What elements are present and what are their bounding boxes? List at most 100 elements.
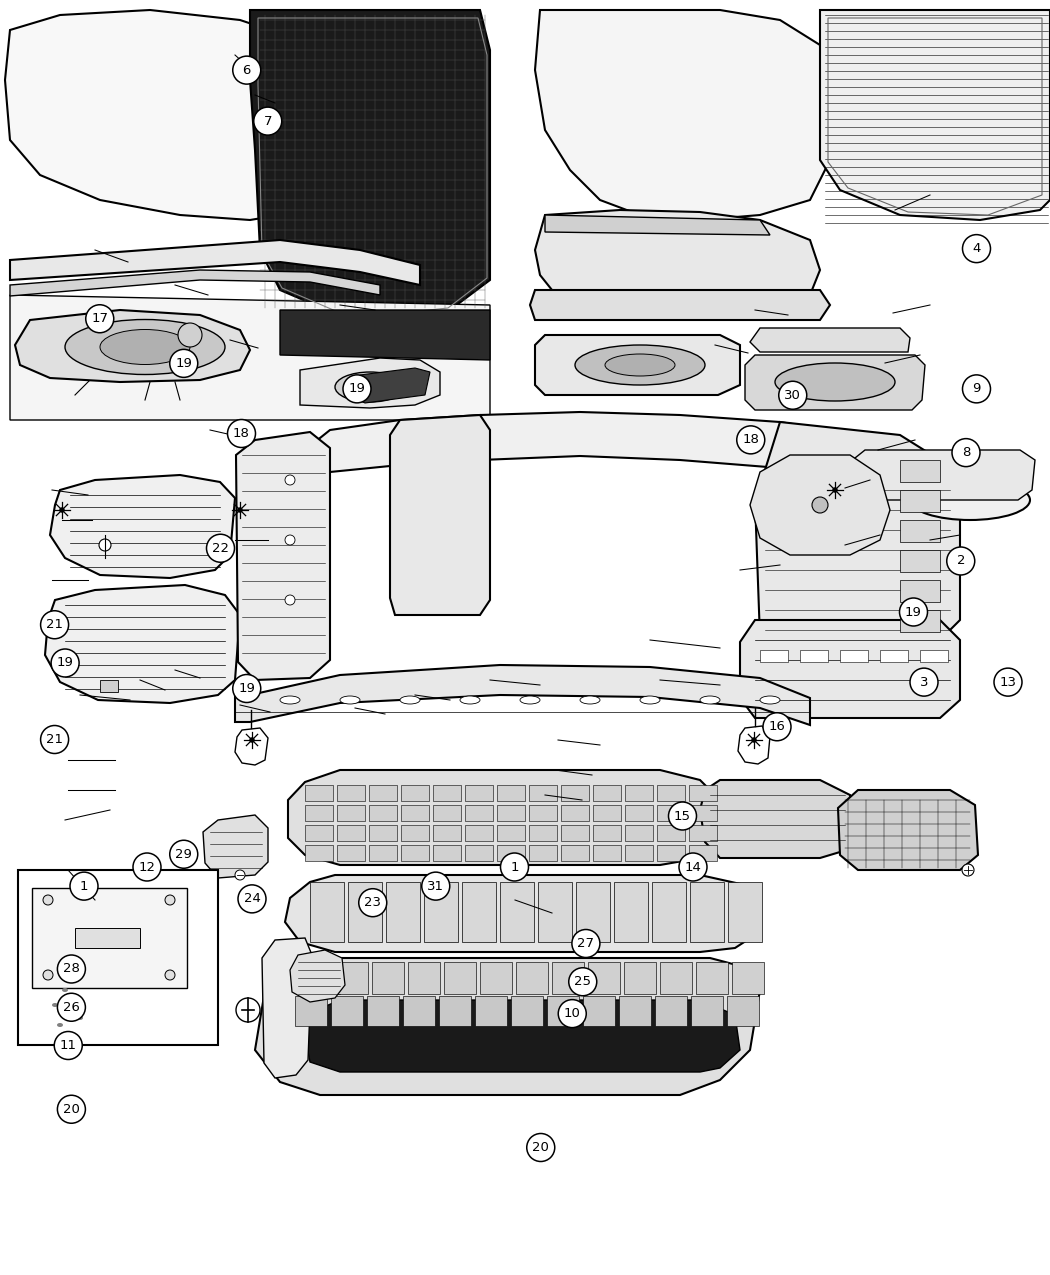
Bar bbox=[900, 580, 940, 602]
Circle shape bbox=[572, 929, 600, 958]
Bar bbox=[337, 785, 365, 801]
Text: 15: 15 bbox=[674, 810, 691, 822]
Bar bbox=[465, 785, 493, 801]
Bar bbox=[561, 825, 589, 842]
Circle shape bbox=[55, 1031, 82, 1060]
Polygon shape bbox=[285, 875, 760, 952]
Ellipse shape bbox=[100, 329, 190, 365]
Circle shape bbox=[501, 853, 528, 881]
Circle shape bbox=[963, 235, 990, 263]
Circle shape bbox=[343, 375, 371, 403]
Text: 10: 10 bbox=[564, 1007, 581, 1020]
Bar bbox=[100, 680, 118, 692]
Circle shape bbox=[236, 998, 260, 1023]
Text: 1: 1 bbox=[80, 880, 88, 892]
Bar bbox=[304, 785, 333, 801]
Bar bbox=[900, 520, 940, 542]
Circle shape bbox=[235, 870, 245, 880]
Polygon shape bbox=[536, 335, 740, 395]
Bar bbox=[660, 963, 692, 994]
Circle shape bbox=[833, 487, 838, 492]
Bar bbox=[620, 996, 651, 1026]
Polygon shape bbox=[235, 666, 810, 725]
Circle shape bbox=[178, 323, 202, 347]
Bar bbox=[401, 805, 429, 821]
Bar bbox=[689, 785, 717, 801]
Circle shape bbox=[238, 885, 266, 913]
Bar bbox=[696, 963, 728, 994]
Bar bbox=[880, 650, 908, 662]
Polygon shape bbox=[203, 815, 268, 878]
Text: 28: 28 bbox=[63, 963, 80, 975]
Circle shape bbox=[41, 725, 68, 754]
Bar bbox=[529, 825, 557, 842]
Bar bbox=[465, 825, 493, 842]
Circle shape bbox=[228, 419, 255, 448]
Polygon shape bbox=[746, 354, 925, 411]
Polygon shape bbox=[530, 289, 830, 320]
Ellipse shape bbox=[520, 696, 540, 704]
Bar bbox=[625, 805, 653, 821]
Circle shape bbox=[285, 595, 295, 606]
Text: 14: 14 bbox=[685, 861, 701, 873]
Polygon shape bbox=[288, 770, 720, 864]
Bar bbox=[18, 870, 218, 1046]
Bar bbox=[497, 845, 525, 861]
Bar bbox=[593, 805, 621, 821]
Ellipse shape bbox=[460, 696, 480, 704]
Circle shape bbox=[70, 872, 98, 900]
Bar bbox=[657, 785, 685, 801]
Circle shape bbox=[58, 993, 85, 1021]
Bar bbox=[920, 650, 948, 662]
Text: 21: 21 bbox=[46, 618, 63, 631]
Bar bbox=[304, 805, 333, 821]
Bar bbox=[727, 996, 759, 1026]
Bar bbox=[401, 785, 429, 801]
Text: 20: 20 bbox=[63, 1103, 80, 1116]
Bar bbox=[304, 825, 333, 842]
Circle shape bbox=[233, 674, 260, 703]
Circle shape bbox=[527, 1133, 554, 1162]
Polygon shape bbox=[236, 432, 330, 680]
Circle shape bbox=[952, 439, 980, 467]
Bar bbox=[624, 963, 656, 994]
Circle shape bbox=[165, 970, 175, 980]
Text: 20: 20 bbox=[532, 1141, 549, 1154]
Circle shape bbox=[963, 375, 990, 403]
Circle shape bbox=[58, 955, 85, 983]
Polygon shape bbox=[262, 938, 312, 1077]
Bar bbox=[331, 996, 363, 1026]
Circle shape bbox=[422, 872, 449, 900]
Polygon shape bbox=[10, 240, 420, 286]
Ellipse shape bbox=[760, 696, 780, 704]
Bar bbox=[500, 882, 534, 942]
Circle shape bbox=[900, 598, 927, 626]
Text: 8: 8 bbox=[962, 446, 970, 459]
Text: 31: 31 bbox=[427, 880, 444, 892]
Bar bbox=[300, 963, 332, 994]
Circle shape bbox=[58, 1095, 85, 1123]
Bar bbox=[593, 825, 621, 842]
Ellipse shape bbox=[335, 372, 405, 402]
Ellipse shape bbox=[775, 363, 895, 402]
Bar bbox=[465, 805, 493, 821]
Circle shape bbox=[779, 381, 806, 409]
Polygon shape bbox=[700, 780, 855, 858]
Bar bbox=[561, 805, 589, 821]
Bar bbox=[593, 845, 621, 861]
Circle shape bbox=[43, 970, 53, 980]
Bar bbox=[424, 882, 458, 942]
Circle shape bbox=[559, 1000, 586, 1028]
Bar bbox=[760, 650, 788, 662]
Bar bbox=[372, 963, 404, 994]
Ellipse shape bbox=[575, 346, 705, 385]
Text: 19: 19 bbox=[175, 357, 192, 370]
Text: 11: 11 bbox=[60, 1039, 77, 1052]
Bar bbox=[511, 996, 543, 1026]
Polygon shape bbox=[10, 295, 490, 419]
Ellipse shape bbox=[640, 696, 660, 704]
Circle shape bbox=[41, 611, 68, 639]
Text: 12: 12 bbox=[139, 861, 155, 873]
Circle shape bbox=[285, 536, 295, 544]
Polygon shape bbox=[10, 270, 380, 296]
